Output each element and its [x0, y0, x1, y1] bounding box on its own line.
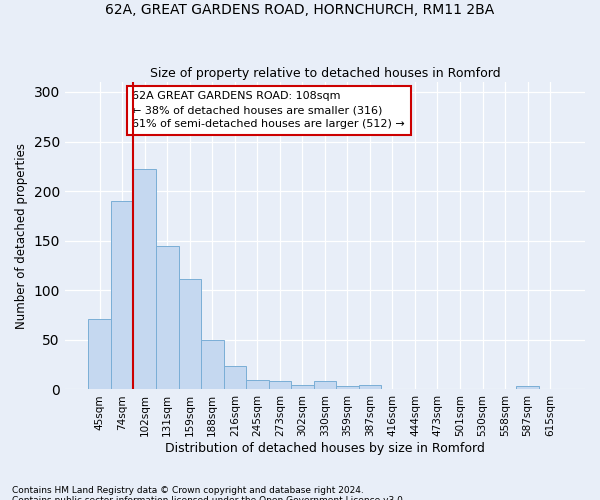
Bar	[224, 366, 246, 390]
X-axis label: Distribution of detached houses by size in Romford: Distribution of detached houses by size …	[165, 442, 485, 455]
Bar	[88, 319, 111, 390]
Y-axis label: Number of detached properties: Number of detached properties	[15, 143, 28, 329]
Bar	[359, 386, 381, 390]
Bar	[156, 246, 179, 390]
Bar	[201, 340, 224, 390]
Text: 62A, GREAT GARDENS ROAD, HORNCHURCH, RM11 2BA: 62A, GREAT GARDENS ROAD, HORNCHURCH, RM1…	[106, 2, 494, 16]
Bar	[179, 280, 201, 390]
Bar	[291, 386, 314, 390]
Bar	[517, 386, 539, 390]
Bar	[314, 380, 336, 390]
Title: Size of property relative to detached houses in Romford: Size of property relative to detached ho…	[149, 66, 500, 80]
Bar	[269, 380, 291, 390]
Bar	[246, 380, 269, 390]
Text: Contains public sector information licensed under the Open Government Licence v3: Contains public sector information licen…	[12, 496, 406, 500]
Bar	[336, 386, 359, 390]
Text: 62A GREAT GARDENS ROAD: 108sqm
← 38% of detached houses are smaller (316)
61% of: 62A GREAT GARDENS ROAD: 108sqm ← 38% of …	[133, 92, 405, 130]
Text: Contains HM Land Registry data © Crown copyright and database right 2024.: Contains HM Land Registry data © Crown c…	[12, 486, 364, 495]
Bar	[111, 201, 133, 390]
Bar	[133, 170, 156, 390]
